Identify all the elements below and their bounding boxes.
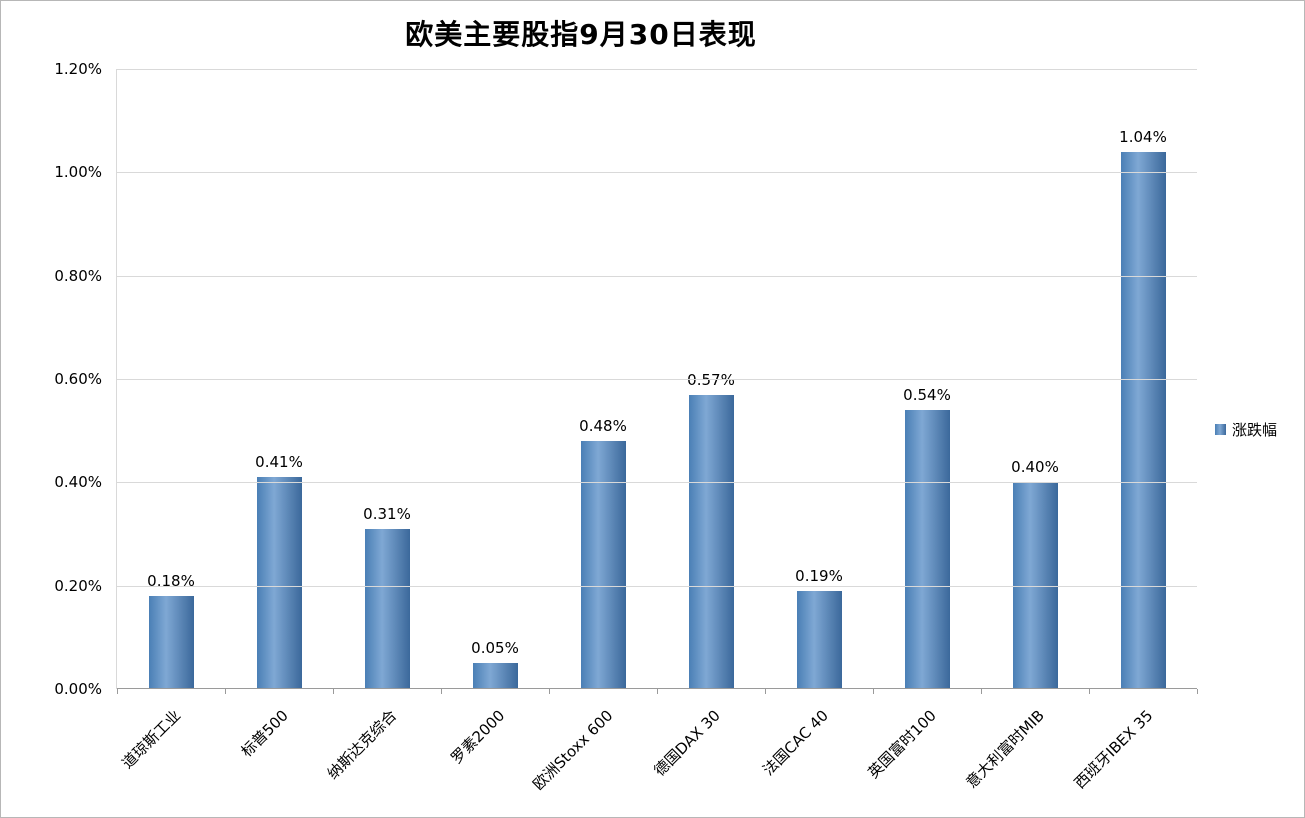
bar: 0.57% xyxy=(687,371,735,689)
x-axis-label: 标普500 xyxy=(237,706,293,761)
x-axis-label: 意大利富时MIB xyxy=(962,706,1049,792)
gridline xyxy=(117,172,1197,174)
x-axis-tick xyxy=(1089,689,1090,694)
bar-slot: 0.05% xyxy=(441,69,549,689)
x-axis-label: 纳斯达克综合 xyxy=(323,706,401,783)
gridline xyxy=(117,379,1197,380)
gridline xyxy=(117,69,1197,70)
bar-value-label: 0.41% xyxy=(255,453,303,472)
bar: 0.41% xyxy=(255,453,303,689)
bar-value-label: 0.31% xyxy=(363,504,411,523)
x-axis-tick xyxy=(333,689,334,694)
x-axis-label: 英国富时100 xyxy=(864,706,941,782)
plot-area: 0.18% 0.41% 0.31% 0.05% 0.48% 0.57% 0.19% 0.54%… xyxy=(116,69,1198,694)
chart-title: 欧美主要股指9月30日表现 xyxy=(405,18,757,51)
x-axis-label: 罗素2000 xyxy=(447,706,509,768)
y-axis-label: 1.00% xyxy=(54,163,102,182)
bar-value-label: 0.54% xyxy=(903,386,951,404)
bar: 0.48% xyxy=(579,417,627,689)
y-axis-label: 0.20% xyxy=(54,576,102,595)
bar: 0.31% xyxy=(363,505,411,689)
x-axis-tick xyxy=(657,689,658,694)
x-axis-label: 道琼斯工业 xyxy=(118,706,185,773)
bar: 1.04% xyxy=(1119,128,1167,689)
x-axis-tick xyxy=(549,689,550,694)
y-axis-label: 1.20% xyxy=(54,60,102,78)
x-axis-tick xyxy=(1197,689,1198,694)
bar-slot: 1.04% xyxy=(1089,69,1197,689)
gridline xyxy=(117,482,1197,484)
x-axis-tick xyxy=(225,689,226,694)
x-axis-tick xyxy=(873,689,874,694)
legend-marker-icon xyxy=(1215,424,1226,435)
bar-slot: 0.54% xyxy=(873,69,981,689)
y-axis-label: 0.00% xyxy=(54,680,102,698)
bar: 0.18% xyxy=(147,572,195,689)
y-axis-label: 0.40% xyxy=(54,473,102,492)
bar-slot: 0.57% xyxy=(657,69,765,689)
bar-value-label: 0.48% xyxy=(579,417,627,435)
legend: 涨跌幅 xyxy=(1215,419,1277,440)
y-axis-label: 0.60% xyxy=(54,370,102,388)
y-axis-labels: 0.00% 0.20% 0.40% 0.60% 0.80% 1.00% 1.20% xyxy=(1,60,108,698)
gridline xyxy=(117,275,1197,277)
x-axis-label: 德国DAX 30 xyxy=(650,706,725,780)
bar-slot: 0.41% xyxy=(225,69,333,689)
bar: 0.19% xyxy=(795,567,843,689)
bar-slot: 0.31% xyxy=(333,69,441,689)
bar-value-label: 0.19% xyxy=(795,566,843,585)
bar: 0.54% xyxy=(903,386,951,689)
x-axis-tick xyxy=(981,689,982,694)
x-axis-labels: 道琼斯工业 标普500 纳斯达克综合 罗素2000 欧洲Stoxx 600 德国DAX 3… xyxy=(116,695,1196,815)
x-axis-tick xyxy=(117,689,118,694)
gridline xyxy=(117,585,1197,587)
x-axis-tick xyxy=(765,689,766,694)
bar-value-label: 0.40% xyxy=(1011,458,1059,477)
bar-slot: 0.19% xyxy=(765,69,873,689)
bar-value-label: 0.05% xyxy=(471,639,519,658)
bar-value-label: 1.04% xyxy=(1119,127,1167,146)
bar: 0.05% xyxy=(471,639,519,689)
x-axis-label: 法国CAC 40 xyxy=(759,706,833,780)
legend-label: 涨跌幅 xyxy=(1232,421,1278,439)
bar-value-label: 0.18% xyxy=(147,572,195,590)
x-axis-tick xyxy=(441,689,442,694)
bar-slot: 0.18% xyxy=(117,69,225,689)
x-axis-line xyxy=(117,688,1197,689)
y-axis-label: 0.80% xyxy=(54,266,102,285)
x-axis-label: 西班牙IBEX 35 xyxy=(1070,706,1157,793)
x-axis-label: 欧洲Stoxx 600 xyxy=(528,706,617,794)
